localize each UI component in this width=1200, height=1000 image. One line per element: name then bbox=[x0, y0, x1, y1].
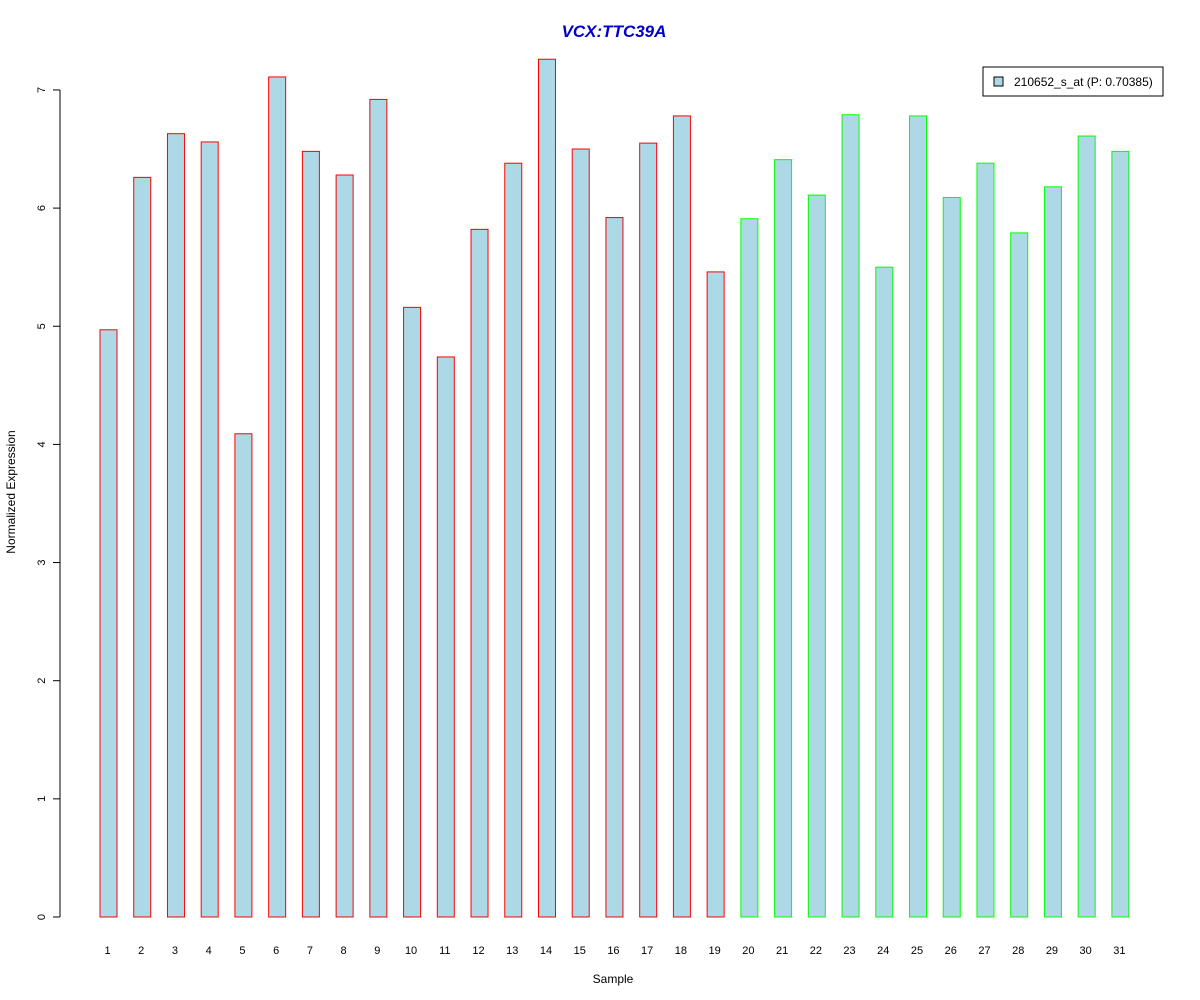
x-tick-label: 23 bbox=[843, 945, 855, 957]
legend-entry-label: 210652_s_at (P: 0.70385) bbox=[1014, 75, 1153, 89]
x-tick-label: 28 bbox=[1012, 945, 1024, 957]
x-tick-label: 10 bbox=[405, 945, 417, 957]
y-tick-label: 7 bbox=[36, 87, 48, 93]
bar-sample-13 bbox=[504, 162, 523, 918]
y-tick-label: 5 bbox=[36, 323, 48, 329]
y-tick-label: 3 bbox=[36, 559, 48, 565]
x-tick-label: 16 bbox=[607, 945, 619, 957]
x-tick-label: 5 bbox=[239, 945, 245, 957]
bar-sample-2 bbox=[133, 176, 152, 918]
x-tick-label: 7 bbox=[307, 945, 313, 957]
x-tick-label: 3 bbox=[172, 945, 178, 957]
bar-sample-24 bbox=[875, 266, 894, 918]
bar-sample-28 bbox=[1010, 232, 1029, 918]
bar-sample-3 bbox=[166, 133, 185, 918]
bar-sample-4 bbox=[200, 141, 219, 918]
bar-sample-23 bbox=[841, 114, 860, 918]
bar-sample-17 bbox=[639, 142, 658, 918]
y-tick-label: 4 bbox=[36, 441, 48, 447]
y-tick-label: 0 bbox=[36, 914, 48, 920]
y-axis-label: Normalized Expression bbox=[4, 430, 18, 553]
bar-sample-31 bbox=[1111, 150, 1130, 918]
bar-sample-25 bbox=[909, 115, 928, 918]
legend-swatch bbox=[993, 76, 1004, 87]
bar-sample-11 bbox=[436, 356, 455, 918]
x-tick-label: 15 bbox=[574, 945, 586, 957]
legend: 210652_s_at (P: 0.70385) bbox=[982, 66, 1164, 97]
bar-sample-1 bbox=[99, 329, 118, 918]
bar-sample-26 bbox=[942, 196, 961, 918]
x-tick-label: 11 bbox=[439, 945, 450, 957]
bar-sample-20 bbox=[740, 218, 759, 918]
x-tick-label: 21 bbox=[776, 945, 788, 957]
x-tick-label: 14 bbox=[540, 945, 552, 957]
legend-box bbox=[982, 66, 1164, 97]
x-axis-label: Sample bbox=[593, 972, 634, 986]
y-tick-label: 2 bbox=[36, 678, 48, 684]
bar-sample-19 bbox=[706, 271, 725, 918]
y-tick-label: 6 bbox=[36, 205, 48, 211]
x-tick-label: 2 bbox=[138, 945, 144, 957]
chart-title: VCX:TTC39A bbox=[562, 22, 667, 41]
x-tick-label: 1 bbox=[104, 945, 110, 957]
x-tick-label: 9 bbox=[374, 945, 380, 957]
x-tick-label: 24 bbox=[877, 945, 889, 957]
x-tick-label: 6 bbox=[273, 945, 279, 957]
bar-sample-5 bbox=[234, 433, 253, 918]
x-tick-label: 27 bbox=[978, 945, 990, 957]
bar-sample-21 bbox=[774, 159, 793, 918]
x-tick-label: 18 bbox=[675, 945, 687, 957]
bar-sample-7 bbox=[301, 150, 320, 918]
y-axis: 0 1 2 3 4 5 6 7 bbox=[36, 87, 61, 920]
bar-sample-29 bbox=[1043, 186, 1062, 918]
bar-sample-16 bbox=[605, 217, 624, 918]
bars-group bbox=[99, 58, 1130, 918]
x-tick-label: 26 bbox=[945, 945, 957, 957]
x-tick-label: 13 bbox=[506, 945, 518, 957]
x-tick-label: 8 bbox=[341, 945, 347, 957]
bar-sample-8 bbox=[335, 174, 354, 918]
bar-sample-12 bbox=[470, 228, 489, 918]
bar-sample-15 bbox=[571, 148, 590, 918]
bar-sample-10 bbox=[403, 306, 422, 918]
bar-sample-9 bbox=[369, 98, 388, 918]
x-tick-label: 29 bbox=[1046, 945, 1058, 957]
x-tick-label: 25 bbox=[911, 945, 923, 957]
x-tick-label: 30 bbox=[1080, 945, 1092, 957]
x-tick-label: 20 bbox=[742, 945, 754, 957]
x-tick-label: 17 bbox=[641, 945, 653, 957]
x-tick-labels: 1 2 3 4 5 6 7 8 9 10 11 12 13 14 15 16 17 18 19 20 21 22 23 24 2… bbox=[104, 945, 1125, 957]
bar-sample-14 bbox=[537, 58, 556, 918]
bar-sample-30 bbox=[1077, 135, 1096, 918]
x-tick-label: 12 bbox=[472, 945, 484, 957]
y-tick-label: 1 bbox=[36, 796, 48, 802]
x-tick-label: 4 bbox=[206, 945, 212, 957]
bar-sample-6 bbox=[268, 76, 287, 918]
bar-sample-18 bbox=[672, 115, 691, 918]
x-tick-label: 19 bbox=[709, 945, 721, 957]
bar-sample-27 bbox=[976, 162, 995, 918]
x-tick-label: 31 bbox=[1113, 945, 1125, 957]
x-tick-label: 22 bbox=[810, 945, 822, 957]
bar-sample-22 bbox=[807, 194, 826, 918]
